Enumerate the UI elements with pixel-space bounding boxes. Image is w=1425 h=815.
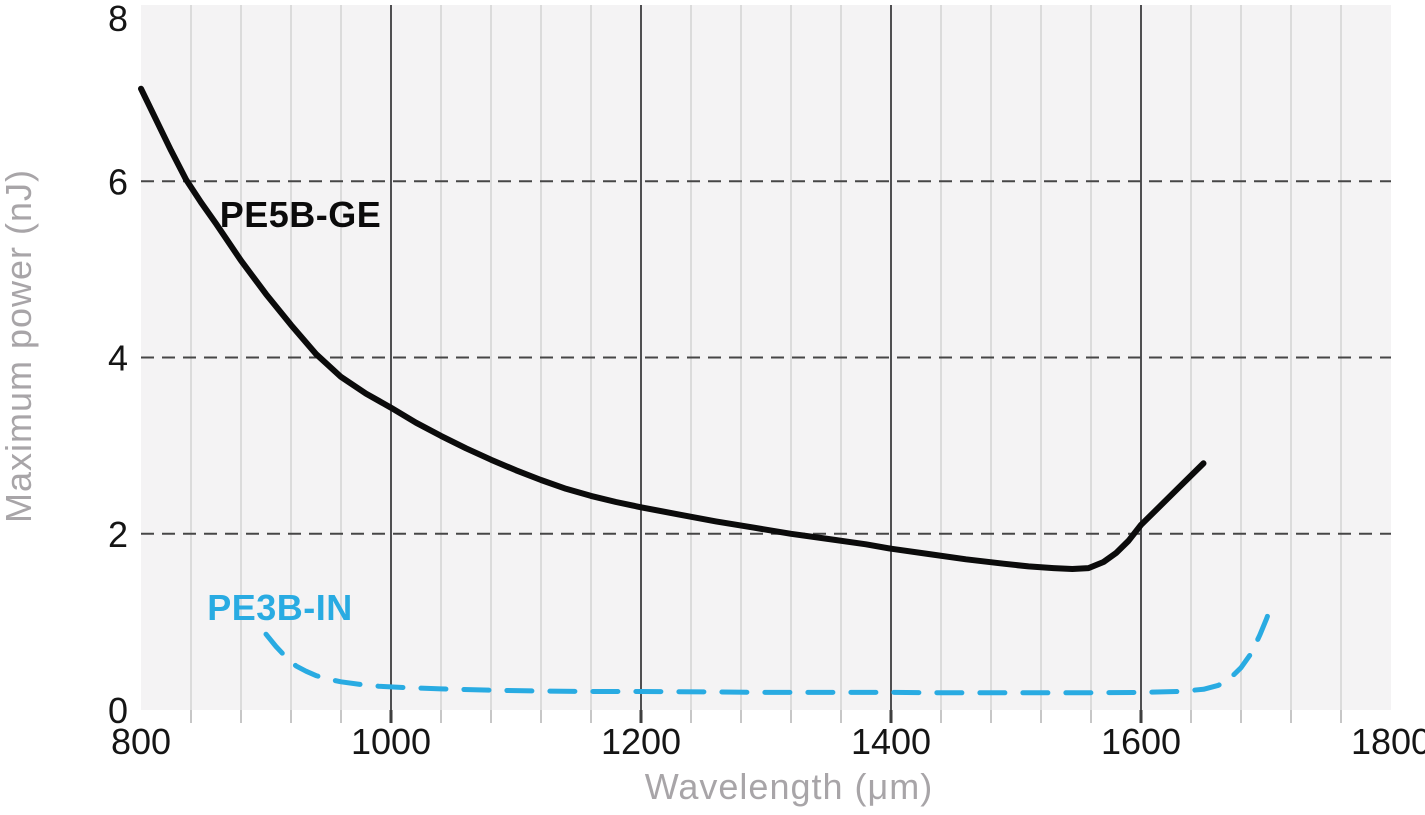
svg-text:8: 8 <box>108 0 128 39</box>
dashed-horizontal-gridlines <box>141 180 1391 535</box>
series-lines <box>138 85 1274 696</box>
axis-tick-labels: 800 1000 1200 1400 1600 1800 0 2 4 6 8 <box>108 0 1425 762</box>
svg-text:0: 0 <box>108 690 128 731</box>
svg-text:1000: 1000 <box>351 721 431 762</box>
x-axis-title: Wavelength (μm) <box>645 766 933 807</box>
svg-text:1800: 1800 <box>1351 721 1425 762</box>
svg-text:1600: 1600 <box>1101 721 1181 762</box>
svg-text:800: 800 <box>111 721 171 762</box>
svg-text:6: 6 <box>108 161 128 202</box>
svg-text:4: 4 <box>108 338 128 379</box>
x-axis-ticks <box>190 710 1342 723</box>
y-axis-title: Maximum power (nJ) <box>0 169 39 523</box>
svg-text:1400: 1400 <box>851 721 931 762</box>
series-label-pe5b-ge: PE5B-GE <box>220 194 382 235</box>
series-label-pe3b-in: PE3B-IN <box>207 587 353 628</box>
svg-text:2: 2 <box>108 514 128 555</box>
svg-text:1200: 1200 <box>601 721 681 762</box>
